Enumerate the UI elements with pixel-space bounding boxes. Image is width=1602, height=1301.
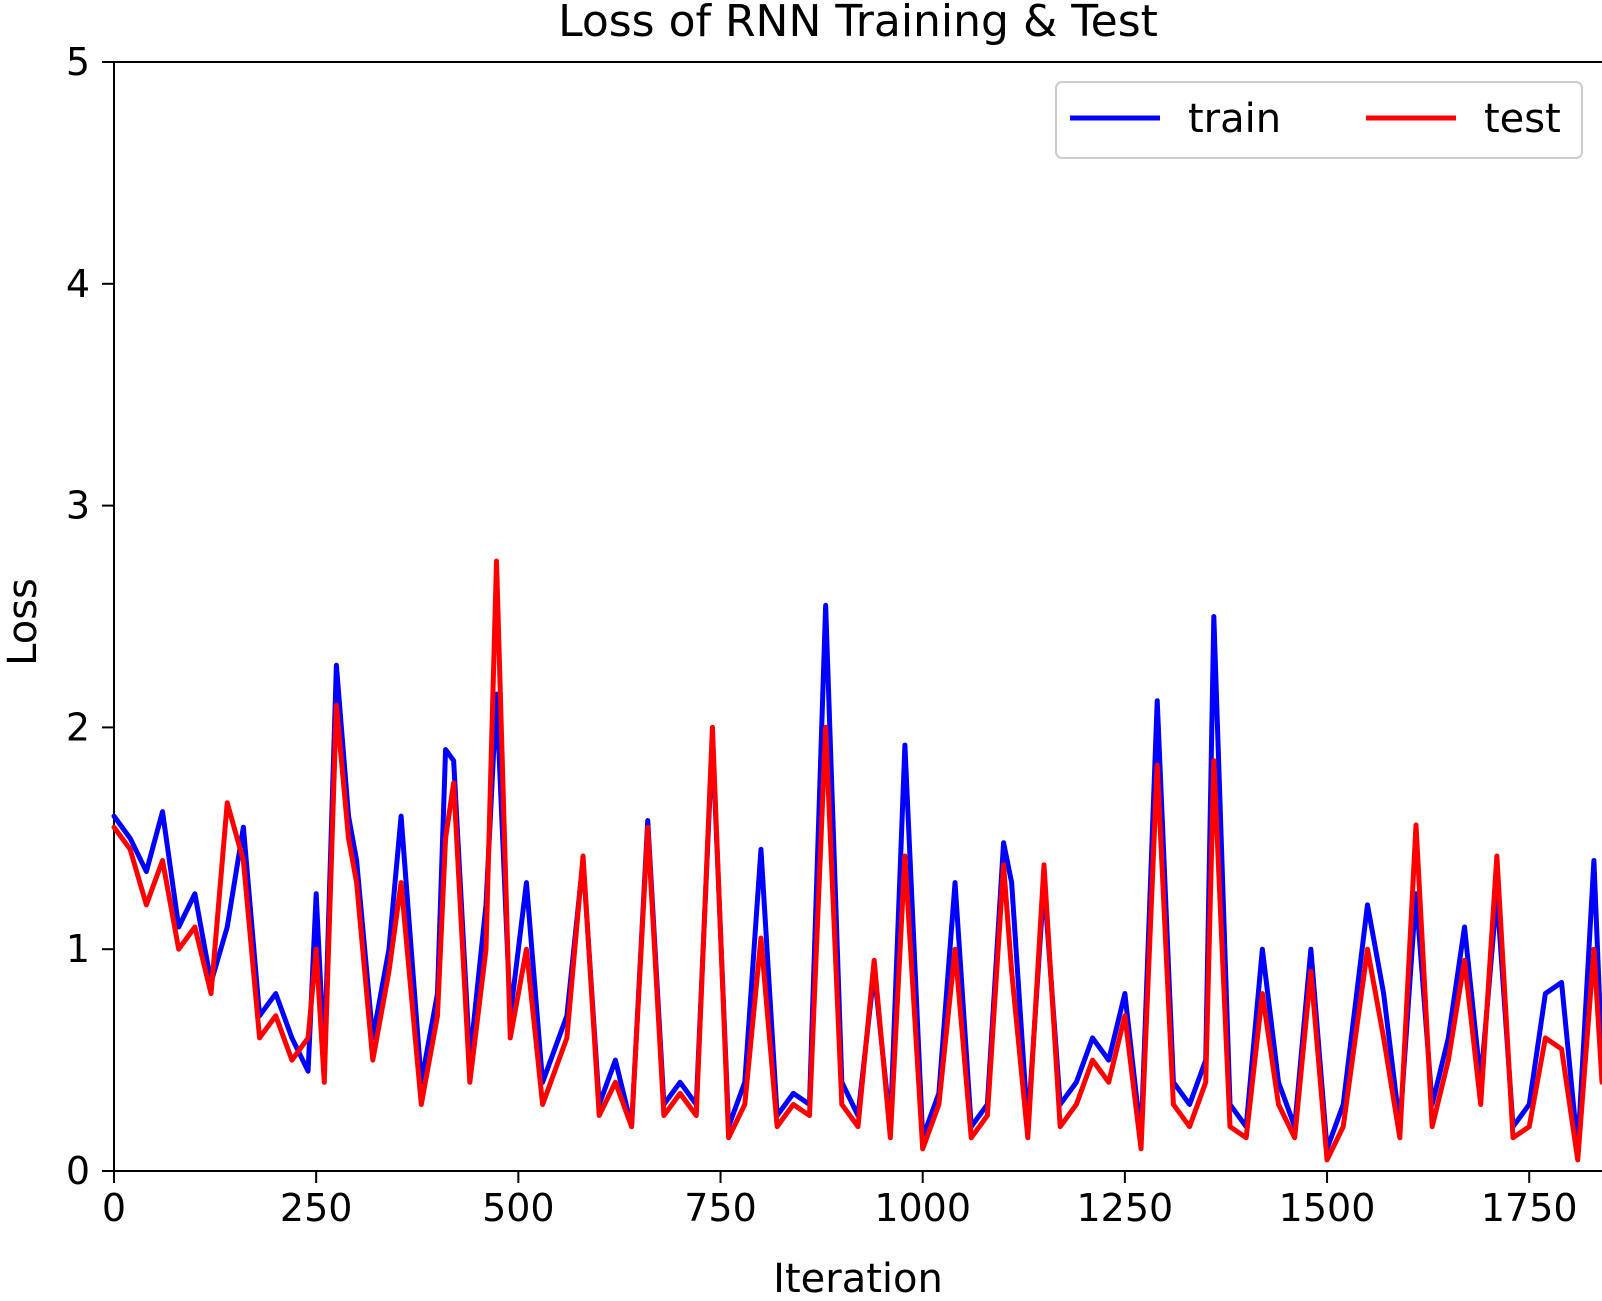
legend: train test	[1055, 81, 1583, 159]
x-tick-label: 250	[280, 1186, 353, 1230]
y-axis-label: Loss	[0, 578, 46, 666]
x-tick-label: 1250	[1077, 1186, 1174, 1230]
x-tick-label: 1500	[1279, 1186, 1376, 1230]
y-axis-ticks: 0 1 2 3 4 5	[66, 40, 114, 1193]
x-tick-label: 1750	[1481, 1186, 1578, 1230]
x-tick-label: 1000	[874, 1186, 971, 1230]
x-tick-label: 750	[684, 1186, 757, 1230]
x-tick-label: 500	[482, 1186, 555, 1230]
x-axis-ticks: 0 250 500 750 1000 1250 1500 1750	[102, 1171, 1578, 1230]
data-series-layer	[111, 558, 1602, 1163]
series-train-line	[111, 602, 1602, 1152]
series-test-line	[111, 558, 1602, 1163]
y-tick-label: 2	[66, 705, 90, 749]
y-tick-label: 1	[66, 927, 90, 971]
chart-title: Loss of RNN Training & Test	[558, 0, 1158, 47]
plot-area	[113, 61, 1602, 1172]
legend-box	[1055, 81, 1583, 159]
y-tick-label: 3	[66, 484, 90, 528]
y-tick-label: 5	[66, 40, 90, 84]
legend-test-label: test	[1484, 96, 1561, 142]
x-axis-label: Iteration	[773, 1256, 943, 1301]
y-tick-label: 4	[66, 262, 90, 306]
x-tick-label: 0	[102, 1186, 126, 1230]
legend-train-label: train	[1188, 96, 1281, 142]
y-tick-label: 0	[66, 1149, 90, 1193]
